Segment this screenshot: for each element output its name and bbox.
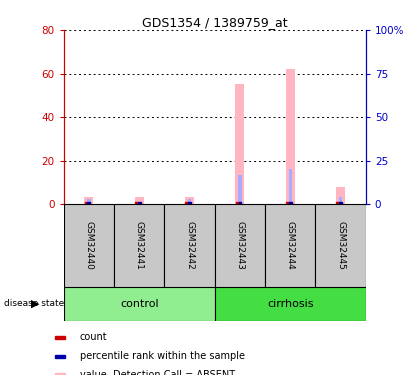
Title: GDS1354 / 1389759_at: GDS1354 / 1389759_at <box>142 16 288 29</box>
Text: GSM32443: GSM32443 <box>236 221 245 270</box>
Bar <box>64 204 114 287</box>
Bar <box>85 202 88 204</box>
Bar <box>55 336 65 339</box>
Text: disease state: disease state <box>4 299 65 308</box>
Bar <box>236 202 238 204</box>
Bar <box>215 204 265 287</box>
Bar <box>286 69 295 204</box>
Bar <box>138 202 141 204</box>
Bar <box>265 204 316 287</box>
Text: GSM32440: GSM32440 <box>84 221 93 270</box>
Bar <box>188 202 191 204</box>
Bar <box>114 204 164 287</box>
Bar <box>164 204 215 287</box>
Text: ▶: ▶ <box>31 299 39 309</box>
Bar <box>286 202 289 204</box>
Text: control: control <box>120 299 159 309</box>
Bar <box>289 169 292 204</box>
Text: GSM32445: GSM32445 <box>336 221 345 270</box>
Bar <box>336 187 345 204</box>
Bar <box>215 287 366 321</box>
Bar <box>316 204 366 287</box>
Bar <box>339 196 342 204</box>
Bar <box>87 199 91 204</box>
Text: count: count <box>80 333 108 342</box>
Bar <box>84 197 93 204</box>
Bar <box>188 199 192 204</box>
Bar <box>339 202 342 204</box>
Text: percentile rank within the sample: percentile rank within the sample <box>80 351 245 361</box>
Text: cirrhosis: cirrhosis <box>267 299 314 309</box>
Text: GSM32444: GSM32444 <box>286 221 295 270</box>
Bar <box>64 287 215 321</box>
Bar <box>238 175 242 204</box>
Bar <box>238 202 241 204</box>
Text: GSM32442: GSM32442 <box>185 221 194 270</box>
Bar <box>55 374 65 375</box>
Text: GSM32441: GSM32441 <box>135 221 144 270</box>
Bar <box>185 202 188 204</box>
Bar <box>135 202 138 204</box>
Bar <box>337 202 339 204</box>
Bar <box>289 202 292 204</box>
Bar <box>185 197 194 204</box>
Bar <box>135 197 144 204</box>
Text: value, Detection Call = ABSENT: value, Detection Call = ABSENT <box>80 370 235 375</box>
Bar <box>236 84 245 204</box>
Bar <box>137 202 141 204</box>
Bar <box>88 202 90 204</box>
Bar <box>55 355 65 358</box>
